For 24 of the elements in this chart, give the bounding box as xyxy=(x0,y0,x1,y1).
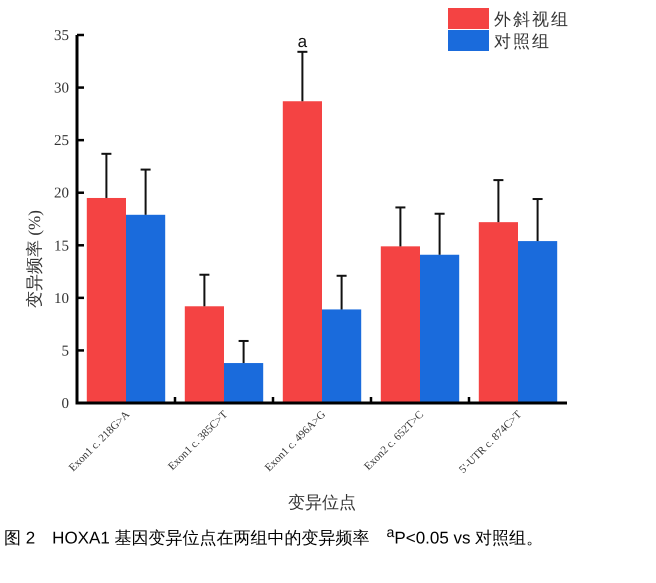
y-tick-label: 5 xyxy=(62,343,69,360)
bar xyxy=(126,214,166,403)
bar xyxy=(478,222,518,403)
y-tick-label: 35 xyxy=(54,28,69,44)
bar xyxy=(420,254,460,403)
y-tick-label: 20 xyxy=(54,186,69,202)
y-tick-label: 15 xyxy=(54,238,69,254)
y-tick-label: 10 xyxy=(54,290,69,307)
caption: 图 2 HOXA1 基因变异位点在两组中的变异频率 $^{a}$P<0.05 vs 对照组。 xyxy=(4,524,544,550)
y-tick-label: 30 xyxy=(54,80,69,97)
y-axis-title: 变异频率 (%) xyxy=(25,210,44,308)
legend-label: 对照组 xyxy=(494,32,551,51)
y-tick-label: 0 xyxy=(62,396,69,412)
bar xyxy=(224,363,264,403)
annotation: a xyxy=(298,32,308,51)
bar xyxy=(518,241,558,403)
x-axis-title: 变异位点 xyxy=(288,493,356,512)
bar xyxy=(184,306,224,403)
legend-label: 外斜视组 xyxy=(494,10,570,29)
y-tick-label: 25 xyxy=(54,133,69,150)
bar xyxy=(86,198,126,403)
bar xyxy=(322,309,362,403)
bar xyxy=(380,246,420,403)
bar xyxy=(282,101,322,403)
